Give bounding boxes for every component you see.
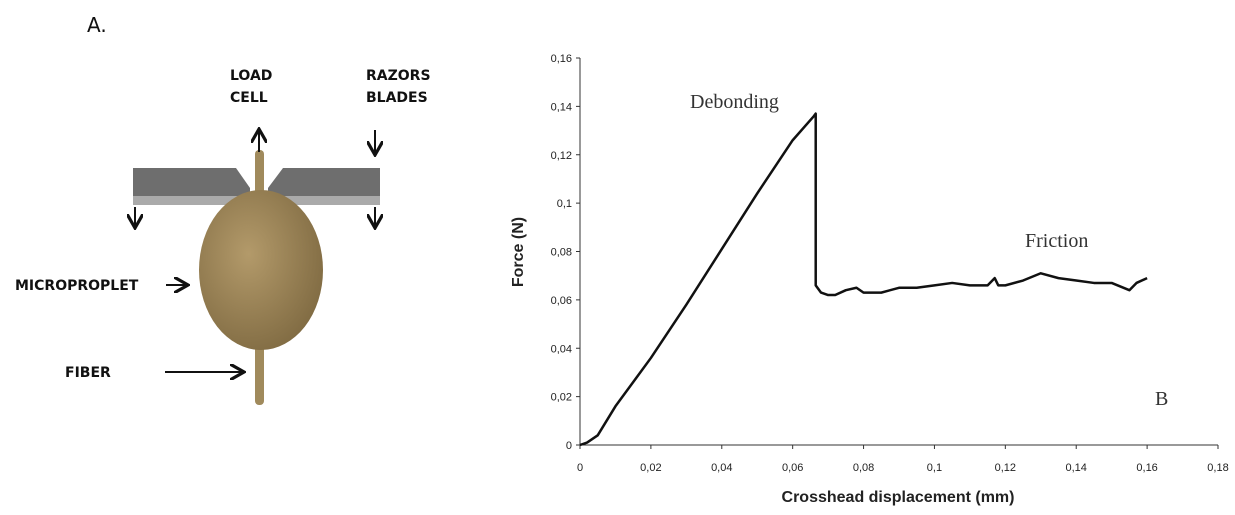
blade-right-edge: [268, 196, 380, 205]
y-tick-label: 0,02: [551, 392, 572, 404]
diagram-label: FIBER: [65, 365, 111, 381]
diagram-label: BLADES: [366, 90, 428, 106]
y-tick-label: 0,08: [551, 247, 572, 259]
y-tick-label: 0,14: [551, 101, 572, 113]
x-tick-label: 0: [577, 462, 583, 474]
x-tick-label: 0,1: [927, 462, 942, 474]
diagram-label: CELL: [230, 90, 268, 106]
y-tick-label: 0,16: [551, 53, 572, 65]
x-axis-title: Crosshead displacement (mm): [782, 489, 1015, 506]
x-tick-label: 0,14: [1066, 462, 1087, 474]
x-tick-label: 0,16: [1136, 462, 1157, 474]
y-tick-label: 0,06: [551, 295, 572, 307]
annotation: Debonding: [690, 91, 779, 113]
y-tick-label: 0,1: [557, 198, 572, 210]
annotation: Friction: [1025, 230, 1088, 252]
x-tick-label: 0,18: [1207, 462, 1228, 474]
droplet-shape: [199, 190, 323, 350]
y-tick-label: 0,12: [551, 150, 572, 162]
blade-left: [133, 168, 250, 196]
diagram-label: MICROPROPLET: [15, 278, 139, 294]
x-tick-label: 0,08: [853, 462, 874, 474]
x-tick-label: 0,02: [640, 462, 661, 474]
y-tick-label: 0: [566, 440, 572, 452]
blade-right: [268, 168, 380, 196]
panel-label: A.: [87, 13, 107, 37]
annotation: B: [1155, 388, 1168, 410]
blade-left-edge: [133, 196, 250, 205]
data-line: [579, 112, 1148, 447]
x-tick-label: 0,12: [995, 462, 1016, 474]
x-tick-label: 0,06: [782, 462, 803, 474]
arrows: [135, 130, 375, 372]
y-tick-label: 0,04: [551, 343, 572, 355]
x-tick-label: 0,04: [711, 462, 732, 474]
diagram-label: RAZORS: [366, 68, 431, 84]
diagram-label: LOAD: [230, 68, 272, 84]
diagram: LOAD CELL RAZORS BLADES MICROPROPLET FIB…: [15, 68, 431, 405]
y-axis-title: Force (N): [510, 217, 527, 287]
